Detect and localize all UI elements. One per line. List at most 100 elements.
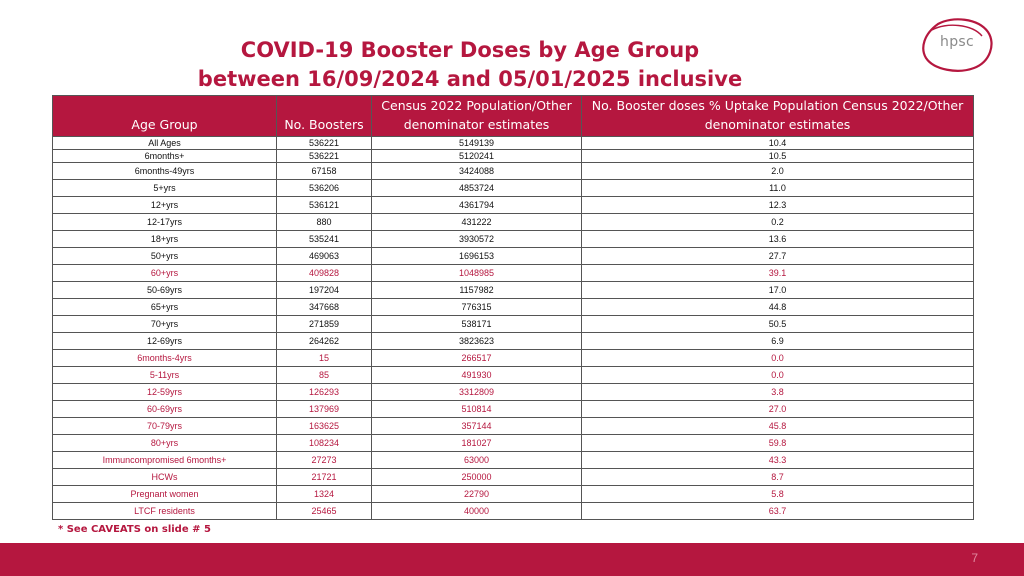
title-line-2: between 16/09/2024 and 05/01/2025 inclus… bbox=[197, 67, 743, 91]
cell-population: 3823623 bbox=[371, 332, 582, 350]
cell-boosters: 536221 bbox=[276, 149, 372, 163]
cell-boosters: 108234 bbox=[276, 434, 372, 452]
caveat-note: * See CAVEATS on slide # 5 bbox=[58, 524, 211, 535]
table-row: LTCF residents 25465 40000 63.7 bbox=[52, 502, 974, 520]
table-row: 70-79yrs 163625 357144 45.8 bbox=[52, 417, 974, 435]
table-row: 12-17yrs 880 431222 0.2 bbox=[52, 213, 974, 231]
cell-boosters: 536221 bbox=[276, 136, 372, 150]
table-row: 12-59yrs 126293 3312809 3.8 bbox=[52, 383, 974, 401]
cell-age-group: Immuncompromised 6months+ bbox=[52, 451, 277, 469]
cell-age-group: 6months-4yrs bbox=[52, 349, 277, 367]
cell-uptake: 39.1 bbox=[581, 264, 974, 282]
table-row: All Ages 536221 5149139 10.4 bbox=[52, 136, 974, 150]
cell-population: 5149139 bbox=[371, 136, 582, 150]
cell-uptake: 43.3 bbox=[581, 451, 974, 469]
table-row: HCWs 21721 250000 8.7 bbox=[52, 468, 974, 486]
cell-age-group: 70-79yrs bbox=[52, 417, 277, 435]
table-row: Immuncompromised 6months+ 27273 63000 43.3 bbox=[52, 451, 974, 469]
table-row: Pregnant women 1324 22790 5.8 bbox=[52, 485, 974, 503]
cell-boosters: 27273 bbox=[276, 451, 372, 469]
cell-population: 4361794 bbox=[371, 196, 582, 214]
cell-population: 776315 bbox=[371, 298, 582, 316]
cell-uptake: 11.0 bbox=[581, 179, 974, 197]
cell-age-group: 50-69yrs bbox=[52, 281, 277, 299]
cell-uptake: 3.8 bbox=[581, 383, 974, 401]
cell-population: 357144 bbox=[371, 417, 582, 435]
cell-boosters: 197204 bbox=[276, 281, 372, 299]
cell-age-group: Pregnant women bbox=[52, 485, 277, 503]
cell-population: 1696153 bbox=[371, 247, 582, 265]
cell-population: 3312809 bbox=[371, 383, 582, 401]
cell-age-group: All Ages bbox=[52, 136, 277, 150]
cell-population: 1048985 bbox=[371, 264, 582, 282]
cell-age-group: 5+yrs bbox=[52, 179, 277, 197]
cell-boosters: 469063 bbox=[276, 247, 372, 265]
cell-boosters: 126293 bbox=[276, 383, 372, 401]
table-row: 70+yrs 271859 538171 50.5 bbox=[52, 315, 974, 333]
cell-population: 5120241 bbox=[371, 149, 582, 163]
table-row: 5+yrs 536206 4853724 11.0 bbox=[52, 179, 974, 197]
cell-boosters: 409828 bbox=[276, 264, 372, 282]
table-row: 18+yrs 535241 3930572 13.6 bbox=[52, 230, 974, 248]
cell-population: 181027 bbox=[371, 434, 582, 452]
cell-uptake: 5.8 bbox=[581, 485, 974, 503]
cell-age-group: 12-69yrs bbox=[52, 332, 277, 350]
cell-boosters: 15 bbox=[276, 349, 372, 367]
table-row: 6months+ 536221 5120241 10.5 bbox=[52, 149, 974, 163]
cell-boosters: 1324 bbox=[276, 485, 372, 503]
title-line-1: COVID-19 Booster Doses by Age Group bbox=[240, 38, 700, 62]
table-row: 65+yrs 347668 776315 44.8 bbox=[52, 298, 974, 316]
cell-uptake: 10.5 bbox=[581, 149, 974, 163]
cell-population: 22790 bbox=[371, 485, 582, 503]
cell-uptake: 10.4 bbox=[581, 136, 974, 150]
cell-boosters: 347668 bbox=[276, 298, 372, 316]
booster-doses-table: Age Group No. Boosters Census 2022 Popul… bbox=[52, 95, 974, 520]
cell-boosters: 271859 bbox=[276, 315, 372, 333]
cell-uptake: 0.2 bbox=[581, 213, 974, 231]
cell-population: 491930 bbox=[371, 366, 582, 384]
cell-uptake: 0.0 bbox=[581, 349, 974, 367]
cell-uptake: 6.9 bbox=[581, 332, 974, 350]
cell-boosters: 536206 bbox=[276, 179, 372, 197]
cell-uptake: 2.0 bbox=[581, 162, 974, 180]
table-row: 80+yrs 108234 181027 59.8 bbox=[52, 434, 974, 452]
cell-uptake: 50.5 bbox=[581, 315, 974, 333]
cell-boosters: 535241 bbox=[276, 230, 372, 248]
table-row: 50+yrs 469063 1696153 27.7 bbox=[52, 247, 974, 265]
cell-boosters: 25465 bbox=[276, 502, 372, 520]
cell-age-group: 18+yrs bbox=[52, 230, 277, 248]
cell-age-group: 60-69yrs bbox=[52, 400, 277, 418]
cell-age-group: 50+yrs bbox=[52, 247, 277, 265]
cell-age-group: 70+yrs bbox=[52, 315, 277, 333]
cell-population: 1157982 bbox=[371, 281, 582, 299]
cell-uptake: 8.7 bbox=[581, 468, 974, 486]
cell-age-group: 12-17yrs bbox=[52, 213, 277, 231]
cell-uptake: 59.8 bbox=[581, 434, 974, 452]
cell-population: 4853724 bbox=[371, 179, 582, 197]
slide-title: COVID-19 Booster Doses by Age Group betw… bbox=[120, 36, 820, 94]
table-row: 60-69yrs 137969 510814 27.0 bbox=[52, 400, 974, 418]
cell-age-group: 60+yrs bbox=[52, 264, 277, 282]
hpsc-logo-text: hpsc bbox=[940, 34, 974, 50]
cell-boosters: 137969 bbox=[276, 400, 372, 418]
cell-age-group: HCWs bbox=[52, 468, 277, 486]
cell-age-group: 12+yrs bbox=[52, 196, 277, 214]
cell-uptake: 27.7 bbox=[581, 247, 974, 265]
cell-boosters: 85 bbox=[276, 366, 372, 384]
cell-age-group: 5-11yrs bbox=[52, 366, 277, 384]
header-no-boosters: No. Boosters bbox=[276, 95, 372, 137]
cell-population: 266517 bbox=[371, 349, 582, 367]
cell-age-group: 12-59yrs bbox=[52, 383, 277, 401]
cell-uptake: 44.8 bbox=[581, 298, 974, 316]
cell-boosters: 21721 bbox=[276, 468, 372, 486]
cell-population: 431222 bbox=[371, 213, 582, 231]
table-row: 12+yrs 536121 4361794 12.3 bbox=[52, 196, 974, 214]
cell-uptake: 63.7 bbox=[581, 502, 974, 520]
cell-uptake: 0.0 bbox=[581, 366, 974, 384]
header-population: Census 2022 Population/Other denominator… bbox=[371, 95, 582, 137]
cell-population: 3930572 bbox=[371, 230, 582, 248]
table-row: 6months-4yrs 15 266517 0.0 bbox=[52, 349, 974, 367]
cell-population: 63000 bbox=[371, 451, 582, 469]
cell-uptake: 12.3 bbox=[581, 196, 974, 214]
footer-bar: 7 bbox=[0, 543, 1024, 576]
